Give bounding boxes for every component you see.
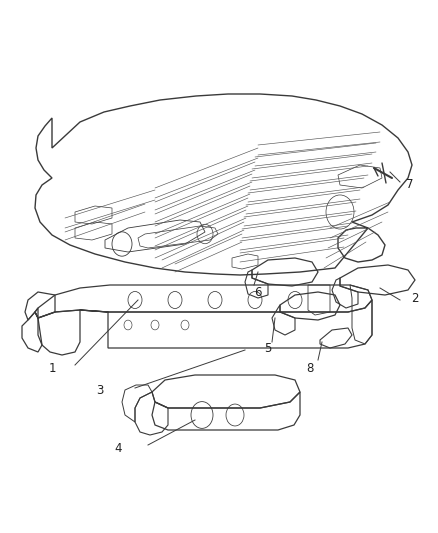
Text: 4: 4: [114, 441, 122, 455]
Text: 3: 3: [96, 384, 104, 397]
Text: 7: 7: [406, 179, 414, 191]
Text: 1: 1: [48, 361, 56, 375]
Text: 8: 8: [306, 361, 314, 375]
Text: 2: 2: [411, 292, 419, 304]
Text: 5: 5: [264, 342, 272, 354]
Text: 6: 6: [254, 286, 262, 298]
